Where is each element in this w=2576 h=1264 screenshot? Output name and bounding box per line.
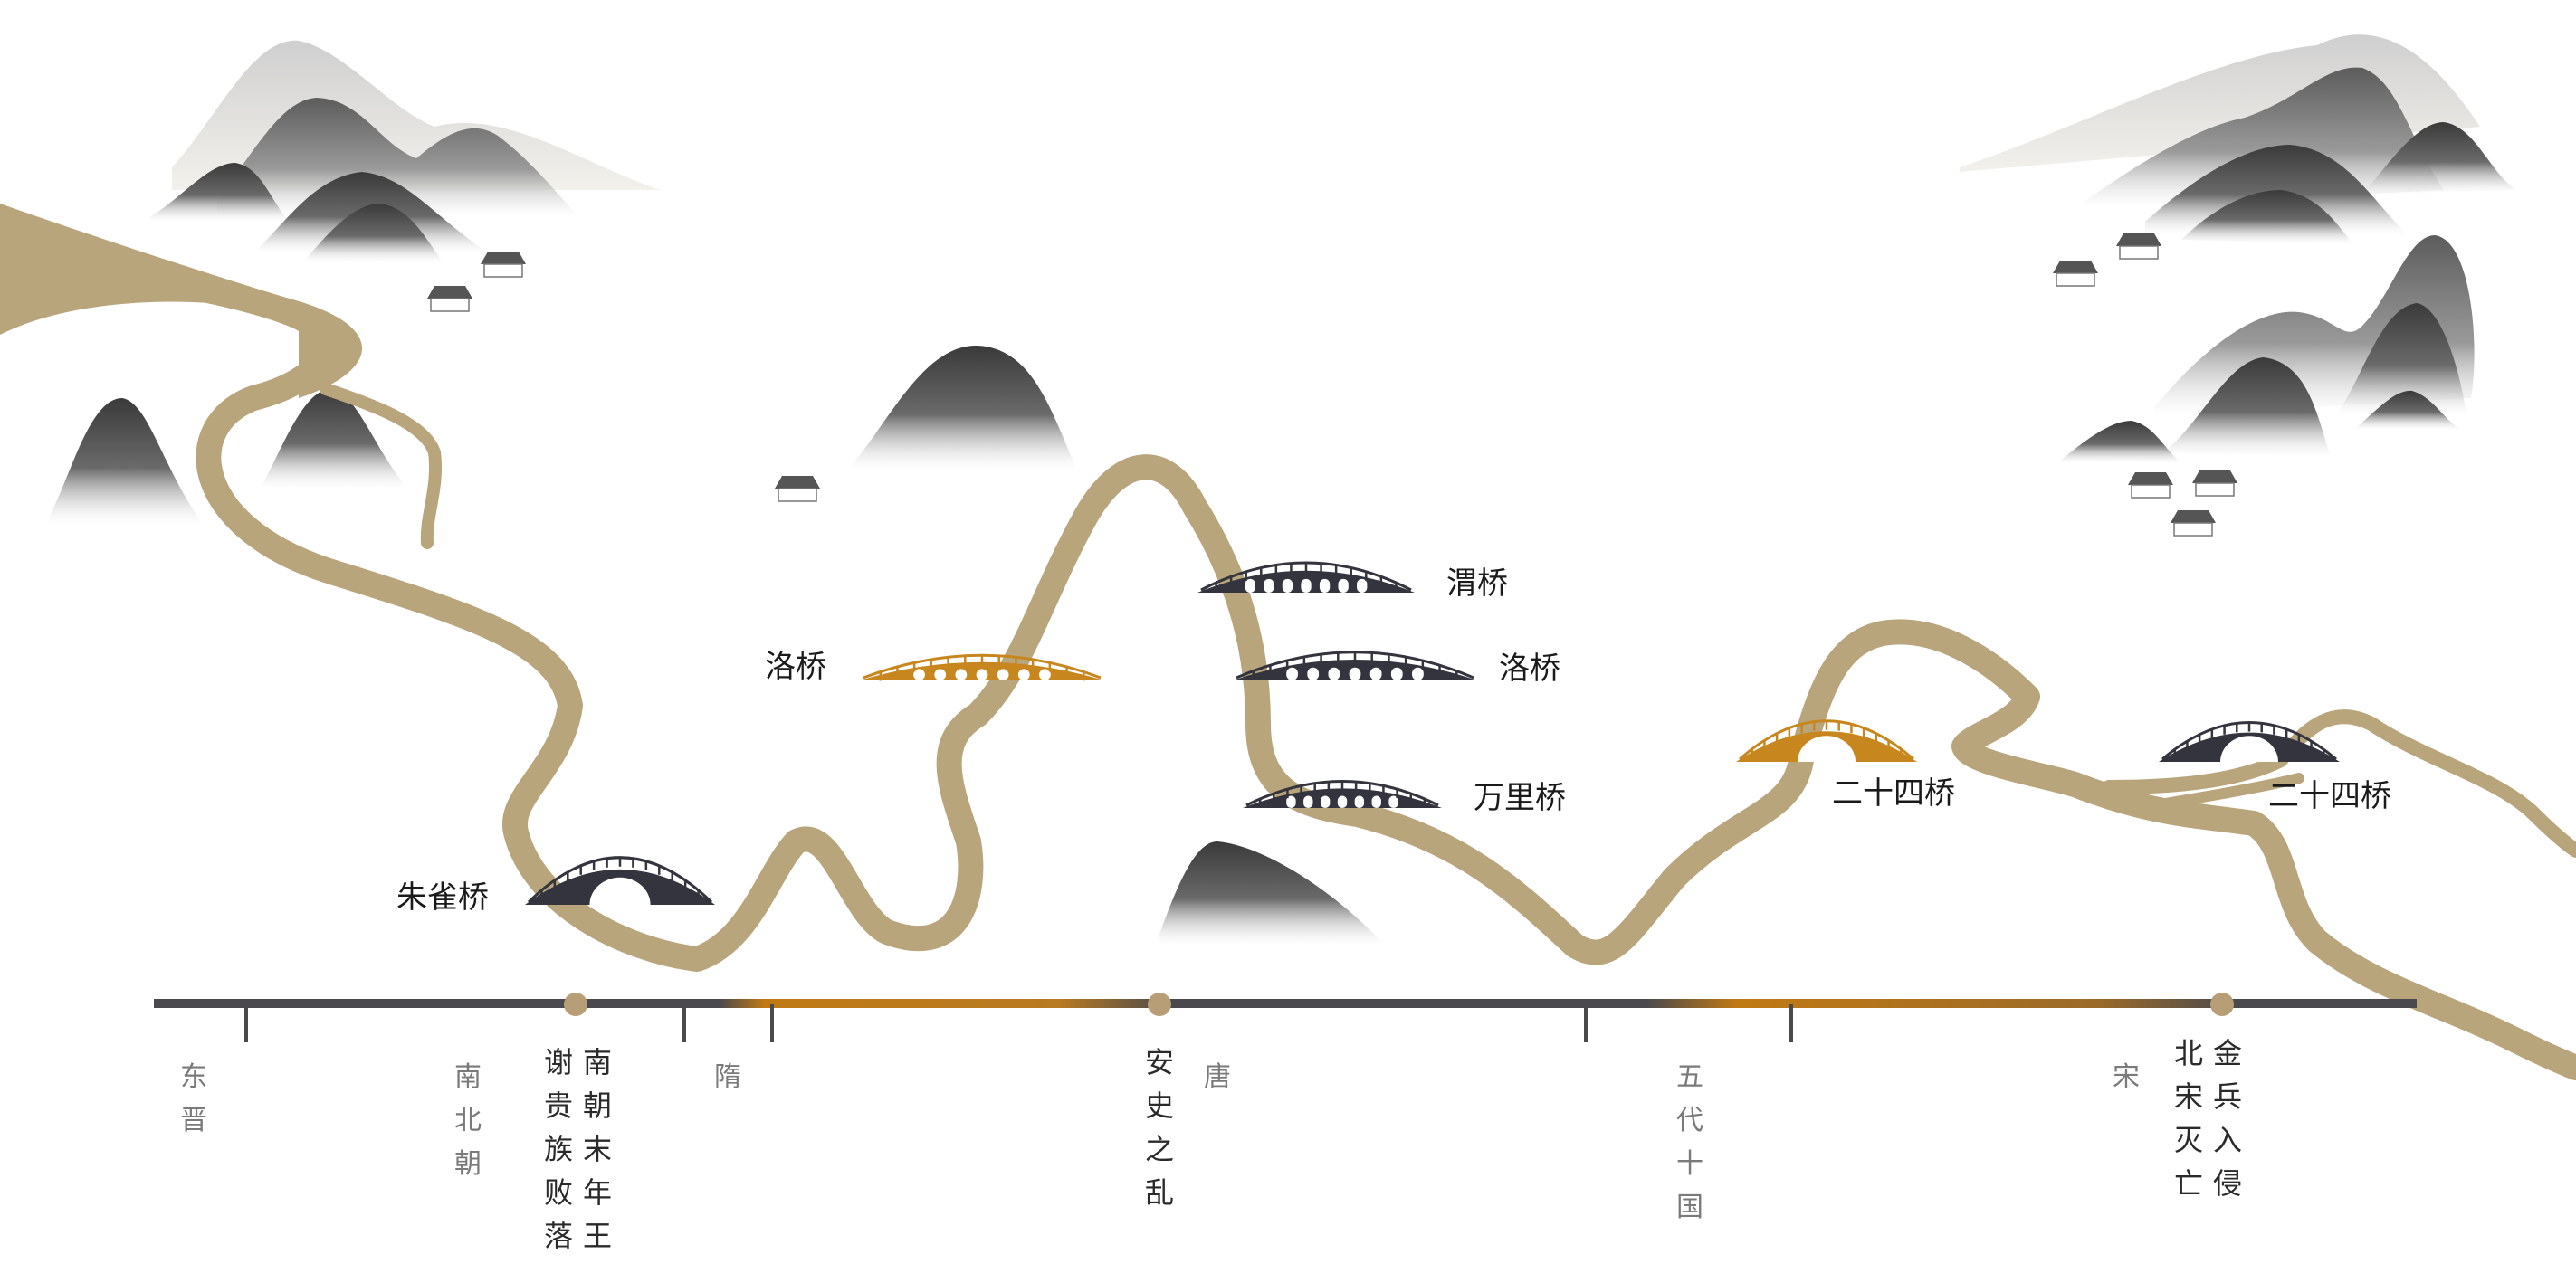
ink-mountain-icon [2145,145,2408,235]
event-label-column: 南朝末年王 [583,1045,612,1253]
event-dot-nanchao [564,993,587,1016]
mountains-top-left [149,40,661,262]
bridge-deck [2159,732,2340,762]
bridge-labels: 朱雀桥 洛桥 渭桥 洛桥 万里桥 二十四桥 二十四桥 [396,565,2391,916]
era-label-sui: 隋 [714,1061,741,1093]
mountains-left [50,389,407,525]
bridge-luo-dark [1233,651,1477,680]
event-label-column: 金兵入侵 [2213,1036,2242,1201]
house-icon [2128,472,2173,499]
event-label-column: 北宋灭亡 [2174,1036,2203,1201]
bridge-label-luo-dark: 洛桥 [1499,651,1560,687]
ink-mountain-icon [2082,67,2444,208]
river-main [0,250,2576,1080]
event-dot-anshi [1148,993,1171,1016]
ink-mountain-icon [303,204,444,262]
ink-mountain-icon [217,98,579,217]
house-icon [2192,470,2237,497]
ink-mountain-icon [2059,421,2181,463]
era-label-nanbeichao: 南北朝 [454,1061,482,1180]
ink-mountain-icon [262,389,407,489]
bridge-label-zhuque: 朱雀桥 [396,879,489,916]
axis-ticks [244,1004,1793,1042]
bridge-deck [1243,788,1442,808]
bridge-ershisi-gold [1736,719,1917,762]
bridge-zhuque [525,856,715,905]
mountains-center [851,345,1385,946]
ink-mountain-icon [851,345,1077,470]
era-labels: 东晋 南北朝 隋 唐 五代十国 宋 [180,1061,2140,1223]
ink-mountain-icon [1159,841,1385,946]
ink-mountain-icon [50,398,204,525]
ink-mountain-icon [2181,190,2353,244]
bridge-deck [525,869,715,905]
bridge-label-ershisi-gold: 二十四桥 [1832,775,1955,812]
bridge-wanli [1243,780,1442,808]
river [0,204,2576,1080]
bridge-deck [1197,570,1415,593]
era-label-dongjin: 东晋 [180,1061,207,1136]
mountains-right [2059,235,2475,463]
era-label-song: 宋 [2113,1061,2140,1093]
mountains-top-right [1960,34,2516,244]
river-tributary-left [320,383,442,549]
event-label-column: 谢贵族败落 [544,1045,573,1253]
era-label-wudai: 五代十国 [1676,1061,1703,1223]
ink-mountain-icon [149,163,290,222]
event-dot-jinbing [2210,993,2234,1016]
bridge-label-luo-gold: 洛桥 [765,649,826,685]
house-icon [481,252,526,278]
bridge-deck [860,661,1104,680]
bridge-label-wanli: 万里桥 [1474,780,1566,816]
ink-mountain-icon [2163,357,2331,457]
ink-mountain-icon [2353,390,2462,430]
era-label-tang: 唐 [1204,1061,1231,1093]
river-branch-right-2 [2149,773,2304,811]
axis-line [154,999,2417,1008]
river-headwater [0,204,362,398]
house-icon [2116,233,2161,260]
houses [427,233,2237,537]
bridge-label-wei: 渭桥 [1446,565,1508,602]
house-icon [427,286,472,312]
ink-mountain-icon [2335,303,2466,416]
timeline-axis [154,993,2417,1042]
bridges [525,561,2340,905]
house-icon [775,476,820,502]
bridge-ershisi-dark [2159,721,2340,762]
house-icon [2171,510,2216,537]
bridge-wei [1197,561,1415,593]
bridge-luo-gold [860,653,1104,681]
ink-mountain-icon [2362,122,2516,195]
river-branch-right [2102,709,2576,858]
event-label-anshi: 安史之乱 [1145,1045,1174,1210]
bridge-deck [1233,660,1477,680]
house-icon [2053,261,2098,287]
event-label-column: 安史之乱 [1145,1045,1174,1210]
bridge-deck [1736,731,1917,762]
bridge-label-ershisi-dark: 二十四桥 [2268,778,2391,814]
